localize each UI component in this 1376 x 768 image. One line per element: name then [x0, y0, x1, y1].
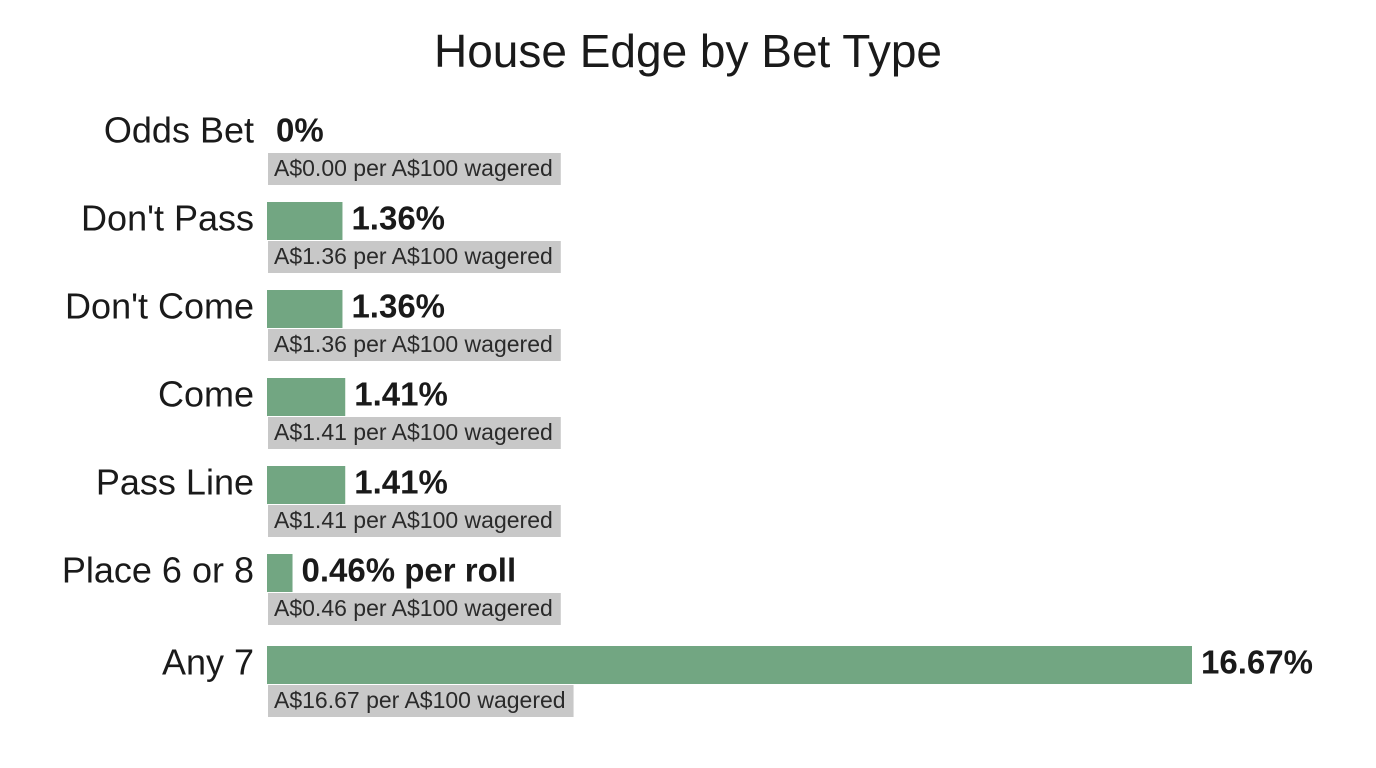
value-label: 1.36% [351, 288, 445, 325]
category-label: Don't Come [65, 286, 254, 327]
category-label: Pass Line [96, 462, 254, 503]
value-label: 16.67% [1201, 644, 1313, 681]
category-label: Place 6 or 8 [62, 550, 254, 591]
sublabel: A$1.36 per A$100 wagered [274, 331, 553, 357]
sublabel: A$1.36 per A$100 wagered [274, 243, 553, 269]
sublabel: A$1.41 per A$100 wagered [274, 419, 553, 445]
sublabel: A$1.41 per A$100 wagered [274, 507, 553, 533]
sublabel: A$0.46 per A$100 wagered [274, 595, 553, 621]
value-label: 1.41% [354, 464, 448, 501]
category-label: Don't Pass [81, 198, 254, 239]
bar [267, 466, 346, 504]
bar [267, 378, 346, 416]
value-label: 0% [276, 112, 324, 149]
bar [267, 646, 1192, 684]
category-label: Come [158, 374, 254, 415]
sublabel-box [268, 593, 561, 625]
sublabel-box [268, 505, 561, 537]
value-label: 1.41% [354, 376, 448, 413]
sublabel-box [268, 685, 574, 717]
bar [267, 202, 343, 240]
sublabel-box [268, 153, 561, 185]
category-label: Any 7 [162, 642, 254, 683]
bar [267, 554, 293, 592]
sublabel: A$16.67 per A$100 wagered [274, 687, 566, 713]
sublabel-box [268, 241, 561, 273]
category-label: Odds Bet [104, 110, 254, 151]
sublabel-box [268, 417, 561, 449]
value-label: 0.46% per roll [302, 552, 517, 589]
sublabel: A$0.00 per A$100 wagered [274, 155, 553, 181]
chart-title: House Edge by Bet Type [434, 25, 942, 77]
bar [267, 290, 343, 328]
sublabel-box [268, 329, 561, 361]
value-label: 1.36% [351, 200, 445, 237]
